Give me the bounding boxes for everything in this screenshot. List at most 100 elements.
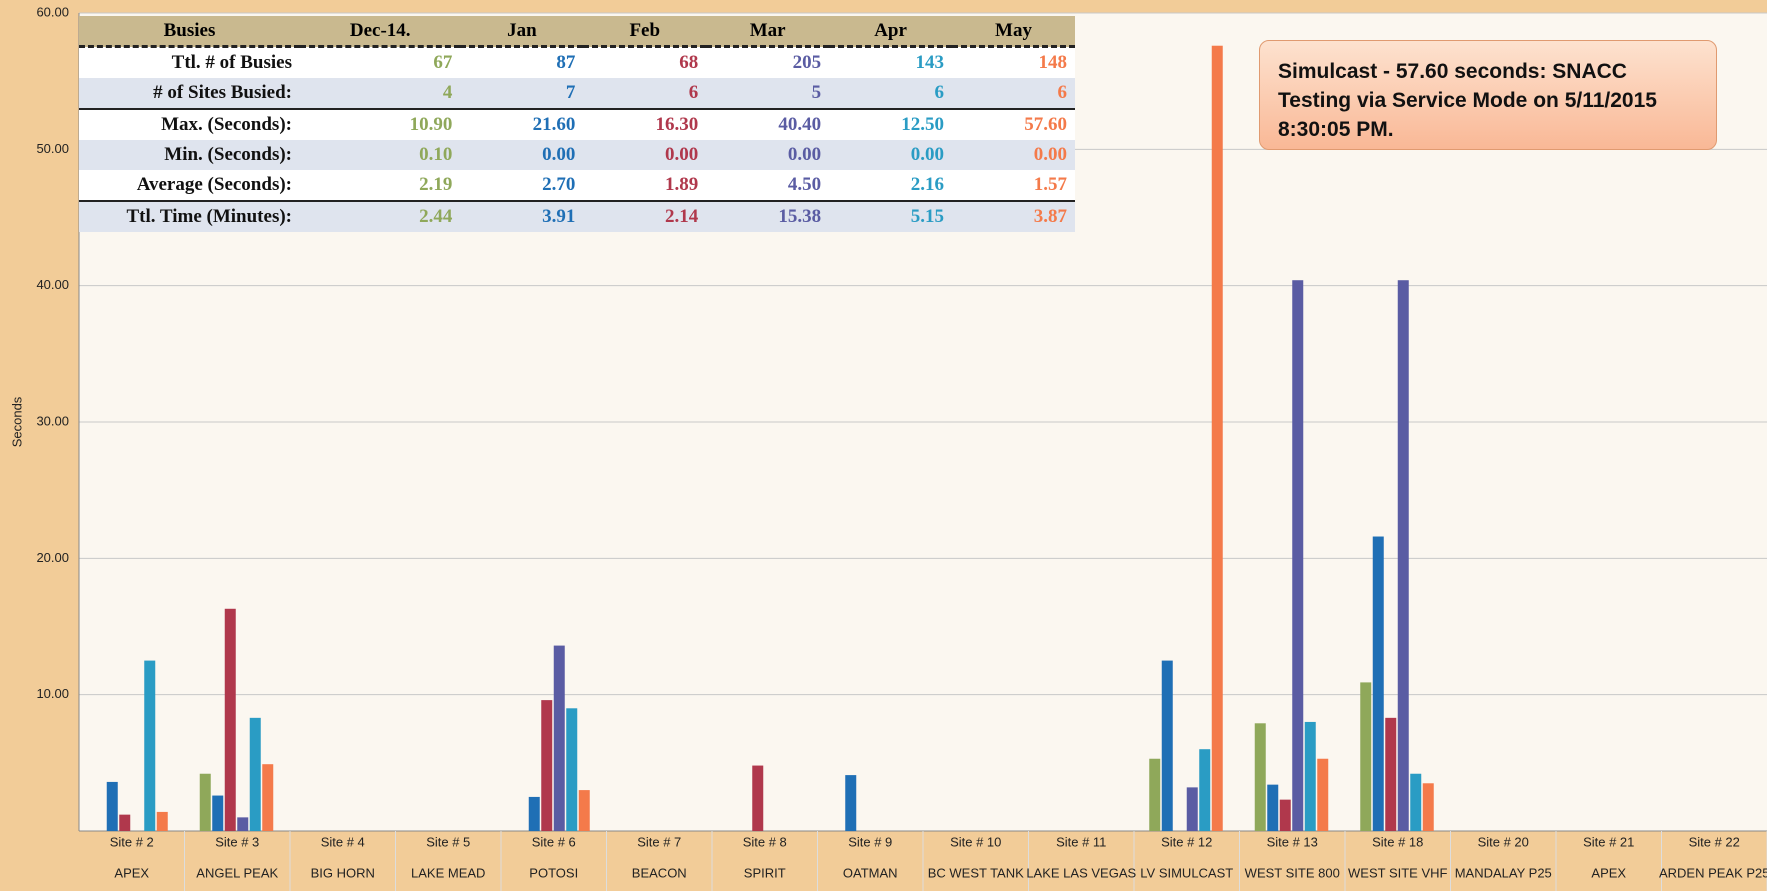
bar	[1211, 45, 1223, 832]
table-cell: 68	[583, 46, 707, 78]
table-cell: 6	[829, 78, 953, 110]
x-tick-label: Site # 8	[743, 834, 787, 849]
bar	[224, 608, 236, 831]
table-header-cell: Mar	[706, 16, 830, 48]
bar	[119, 814, 131, 831]
table-cell: 15.38	[706, 201, 830, 232]
table-cell: 4.50	[706, 170, 830, 202]
x-category-name: OATMAN	[843, 865, 898, 880]
x-tick-label: Site # 11	[1056, 834, 1106, 849]
x-tick-label: Site # 7	[637, 834, 681, 849]
y-axis-label: Seconds	[9, 396, 24, 447]
bar	[1372, 536, 1384, 831]
table-cell: Ttl. Time (Minutes):	[79, 201, 300, 232]
bar	[752, 765, 764, 831]
x-tick-label: Site # 6	[532, 834, 576, 849]
table-cell: Average (Seconds):	[79, 170, 300, 202]
table-cell: 5	[706, 78, 830, 110]
table-row: # of Sites Busied: 4 7 6 5 6 6	[79, 78, 1075, 110]
table-cell: 6	[583, 78, 707, 110]
x-tick-label: Site # 2	[110, 834, 154, 849]
table-cell: 205	[706, 46, 830, 78]
bar	[1199, 749, 1211, 831]
table-cell: Ttl. # of Busies	[79, 46, 300, 78]
x-tick-label: Site # 13	[1267, 834, 1318, 849]
x-category-name: SPIRIT	[744, 865, 786, 880]
x-tick-label: Site # 9	[848, 834, 892, 849]
x-category-name: BC WEST TANK	[928, 865, 1024, 880]
x-category-name: WEST SITE 800	[1245, 865, 1340, 880]
table-header-row: Busies Dec-14. Jan Feb Mar Apr May	[79, 16, 1075, 48]
table-row: Min. (Seconds): 0.10 0.00 0.00 0.00 0.00 0.00	[79, 140, 1075, 170]
bar	[578, 790, 590, 831]
table-cell: Max. (Seconds):	[79, 109, 300, 140]
x-category-name: ARDEN PEAK P25	[1659, 865, 1767, 880]
table-row: Ttl. Time (Minutes): 2.44 3.91 2.14 15.38 5.1…	[79, 201, 1075, 232]
y-tick-label: 60.00	[36, 4, 69, 19]
bar	[1397, 280, 1409, 831]
table-cell: 0.00	[829, 140, 953, 170]
table-cell: 3.87	[952, 201, 1075, 232]
bar	[237, 817, 249, 831]
bar	[1161, 660, 1173, 831]
table-cell: 143	[829, 46, 953, 78]
table-cell: 148	[952, 46, 1075, 78]
table-cell: 0.00	[706, 140, 830, 170]
y-tick-label: 20.00	[36, 550, 69, 565]
bar	[212, 795, 224, 831]
x-category-name: LAKE LAS VEGAS	[1026, 865, 1136, 880]
bar	[262, 764, 274, 831]
bar	[1292, 280, 1304, 831]
y-tick-label: 10.00	[36, 686, 69, 701]
bar	[1254, 723, 1266, 831]
table-cell: 16.30	[583, 109, 707, 140]
bar	[106, 781, 118, 831]
x-category-name: ANGEL PEAK	[196, 865, 278, 880]
x-category-name: LAKE MEAD	[411, 865, 485, 880]
x-tick-label: Site # 10	[950, 834, 1001, 849]
table-header-cell: Busies	[79, 16, 300, 48]
table-body: Busies Dec-14. Jan Feb Mar Apr May Ttl. # of Bu…	[79, 16, 1075, 232]
x-tick-label: Site # 3	[215, 834, 259, 849]
table-cell: 2.14	[583, 201, 707, 232]
bar	[1304, 721, 1316, 831]
bar	[845, 775, 857, 831]
x-category-name: BEACON	[632, 865, 687, 880]
bar	[249, 717, 261, 831]
table-cell: 87	[460, 46, 584, 78]
bar	[566, 708, 578, 831]
bar	[528, 796, 540, 831]
bar	[541, 700, 553, 831]
table-cell: 0.00	[952, 140, 1075, 170]
x-tick-label: Site # 18	[1372, 834, 1423, 849]
table-cell: 0.00	[460, 140, 584, 170]
x-tick-label: Site # 4	[321, 834, 365, 849]
table-cell: Min. (Seconds):	[79, 140, 300, 170]
table-cell: 4	[300, 78, 461, 110]
table-header-cell: Jan	[460, 16, 584, 48]
y-tick-label: 50.00	[36, 141, 69, 156]
table-cell: 57.60	[952, 109, 1075, 140]
x-category-name: WEST SITE VHF	[1348, 865, 1447, 880]
bar	[1186, 787, 1198, 831]
table-header-cell: Feb	[583, 16, 707, 48]
table-cell: 10.90	[300, 109, 461, 140]
x-tick-label: Site # 5	[426, 834, 470, 849]
x-category-name: POTOSI	[529, 865, 578, 880]
bar	[144, 660, 156, 831]
table-row: Max. (Seconds): 10.90 21.60 16.30 40.40 12.50…	[79, 109, 1075, 140]
x-category-name: LV SIMULCAST	[1140, 865, 1233, 880]
bar	[553, 645, 565, 831]
table-row: Average (Seconds): 2.19 2.70 1.89 4.50 2.16 1.…	[79, 170, 1075, 202]
table-cell: 21.60	[460, 109, 584, 140]
x-category-name: APEX	[1591, 865, 1626, 880]
table-cell: 2.70	[460, 170, 584, 202]
summary-table: Busies Dec-14. Jan Feb Mar Apr May Ttl. # of Bu…	[79, 16, 1075, 232]
bar	[156, 811, 168, 831]
x-tick-label: Site # 21	[1583, 834, 1634, 849]
y-tick-label: 40.00	[36, 277, 69, 292]
table-cell: 1.57	[952, 170, 1075, 202]
table-header-cell: May	[952, 16, 1075, 48]
bar	[1385, 717, 1397, 831]
table-cell: 2.19	[300, 170, 461, 202]
